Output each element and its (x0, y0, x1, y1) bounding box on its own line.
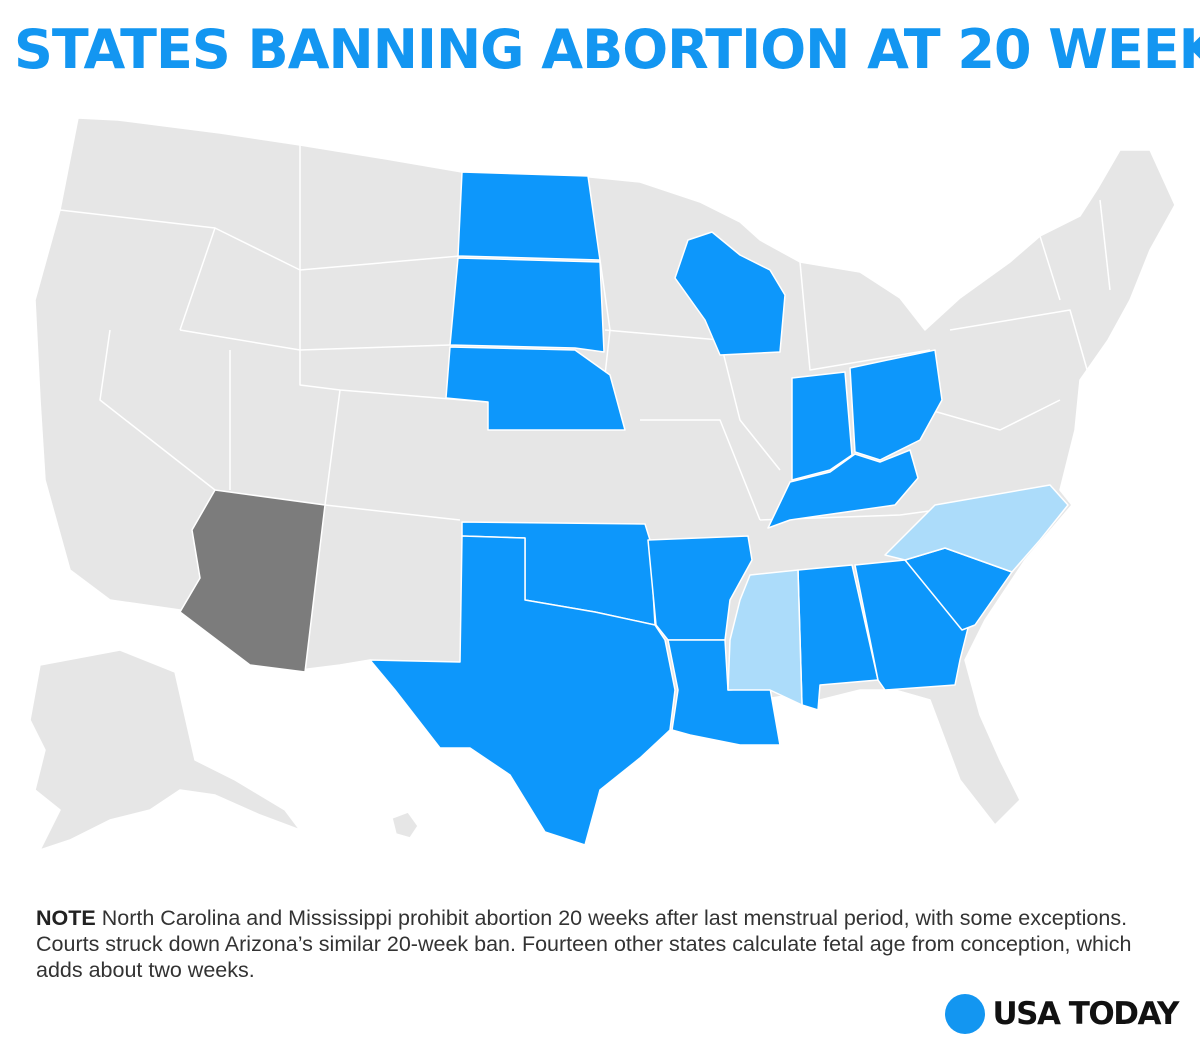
us-map (29, 117, 1176, 851)
note-text: NOTE North Carolina and Mississippi proh… (36, 905, 1176, 983)
states-ban-20-weeks (369, 171, 1013, 846)
state-arkansas (647, 535, 753, 641)
alaska (29, 649, 301, 851)
state-arizona (179, 489, 326, 673)
state-south-dakota (449, 257, 605, 353)
note-body: North Carolina and Mississippi prohibit … (36, 906, 1132, 982)
state-texas (369, 535, 676, 846)
logo-circle-icon (944, 994, 985, 1034)
logo-text: USA TODAY (992, 996, 1180, 1032)
hawaii (391, 811, 419, 839)
state-mississippi (727, 569, 803, 706)
state-north-dakota (457, 171, 601, 261)
states-ban-after-lmp (727, 484, 1069, 706)
state-louisiana (667, 639, 781, 746)
state-indiana (791, 371, 853, 481)
state-north-carolina (884, 484, 1069, 573)
state-wisconsin (674, 231, 786, 356)
note-label: NOTE (36, 906, 96, 930)
state-ohio (849, 349, 943, 461)
usa-today-logo: USA TODAY (944, 994, 1180, 1034)
state-kentucky (767, 449, 919, 529)
map-title: STATES BANNING ABORTION AT 20 WEEKS (14, 18, 1200, 81)
state-nebraska (445, 346, 626, 431)
